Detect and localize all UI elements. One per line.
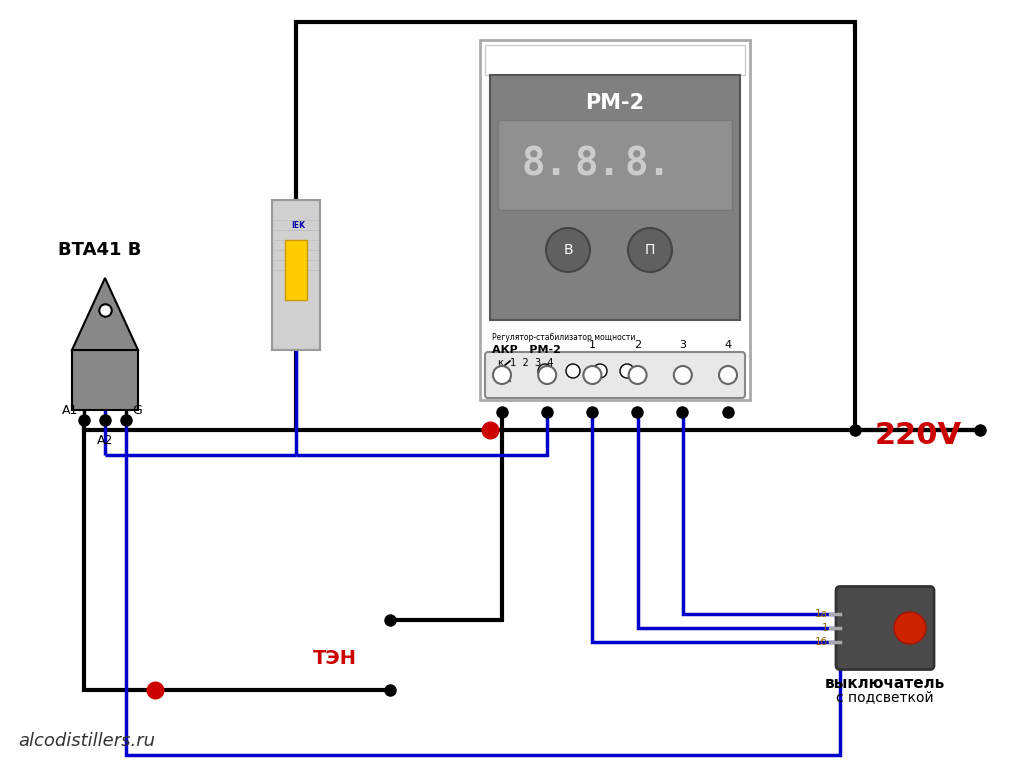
Circle shape	[719, 366, 737, 384]
Text: с подсветкой: с подсветкой	[837, 690, 934, 704]
Bar	[480, 40, 750, 400]
Text: к  1  2  3  4: к 1 2 3 4	[498, 358, 554, 368]
Circle shape	[620, 364, 634, 378]
Circle shape	[894, 612, 926, 644]
Text: выключатель: выключатель	[825, 676, 945, 690]
Bar	[498, 120, 732, 210]
FancyBboxPatch shape	[485, 352, 745, 398]
Text: РМ-2: РМ-2	[586, 93, 644, 113]
Circle shape	[593, 364, 607, 378]
Circle shape	[538, 364, 552, 378]
Text: alcodistillers.ru: alcodistillers.ru	[18, 732, 155, 750]
Text: BTA41 B: BTA41 B	[58, 241, 141, 259]
Bar	[72, 350, 138, 410]
Bar	[272, 200, 319, 350]
Text: 8.: 8.	[574, 146, 622, 184]
Text: 1: 1	[821, 623, 828, 633]
Text: П: П	[645, 243, 655, 257]
Polygon shape	[72, 278, 138, 350]
Text: IEK: IEK	[291, 220, 305, 230]
Text: 8.: 8.	[521, 146, 568, 184]
Circle shape	[493, 366, 511, 384]
Text: 2: 2	[634, 340, 641, 350]
Text: АКР   РМ-2: АКР РМ-2	[492, 345, 561, 355]
Bar	[490, 75, 740, 320]
Circle shape	[628, 228, 672, 272]
Circle shape	[584, 366, 601, 384]
Text: 3: 3	[679, 340, 686, 350]
Text: G: G	[132, 404, 141, 417]
Text: A2: A2	[97, 434, 114, 447]
Text: 1: 1	[589, 340, 596, 350]
Circle shape	[566, 364, 580, 378]
FancyBboxPatch shape	[836, 587, 934, 670]
Text: ТЭН: ТЭН	[313, 648, 357, 667]
Circle shape	[674, 366, 692, 384]
Text: A1: A1	[61, 404, 78, 417]
Circle shape	[546, 228, 590, 272]
Text: 1а: 1а	[815, 609, 828, 619]
Text: 8.: 8.	[625, 146, 672, 184]
Text: 1б: 1б	[815, 637, 828, 647]
Circle shape	[629, 366, 646, 384]
Text: Регулятор-стабилизатор мощности: Регулятор-стабилизатор мощности	[492, 333, 635, 342]
Text: 220V: 220V	[874, 421, 963, 449]
Bar	[285, 240, 307, 300]
Text: В: В	[563, 243, 572, 257]
Text: 4: 4	[724, 340, 731, 350]
Circle shape	[539, 366, 556, 384]
Bar	[485, 45, 745, 75]
